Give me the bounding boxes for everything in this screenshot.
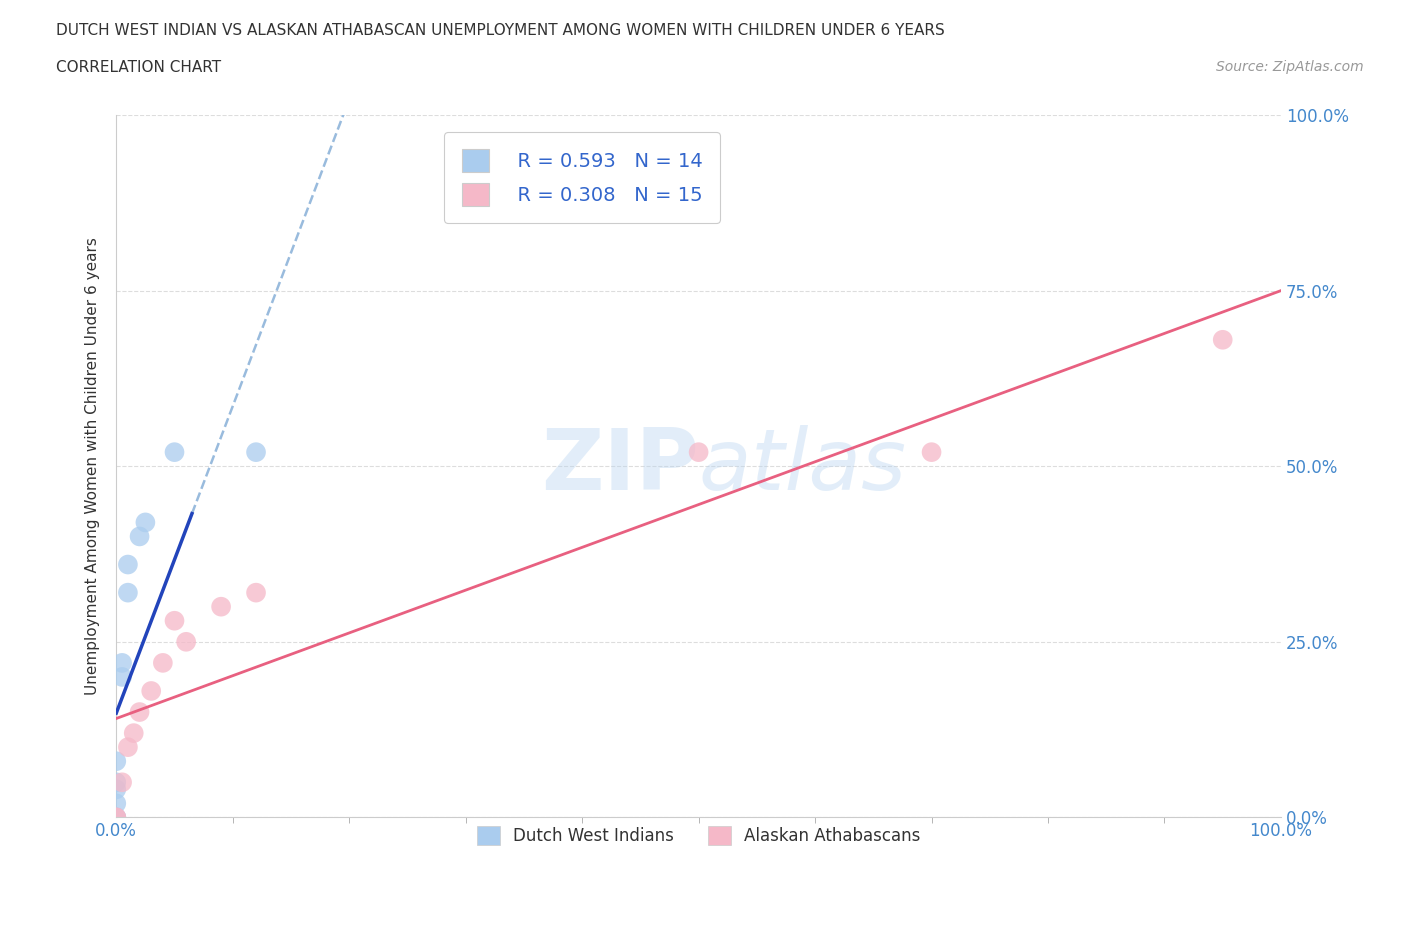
- Point: [174, 634, 197, 649]
- Point: [141, 684, 163, 698]
- Text: ZIP: ZIP: [541, 425, 699, 508]
- Text: atlas: atlas: [699, 425, 907, 508]
- Text: CORRELATION CHART: CORRELATION CHART: [56, 60, 221, 75]
- Point: [117, 557, 139, 572]
- Point: [111, 670, 134, 684]
- Text: DUTCH WEST INDIAN VS ALASKAN ATHABASCAN UNEMPLOYMENT AMONG WOMEN WITH CHILDREN U: DUTCH WEST INDIAN VS ALASKAN ATHABASCAN …: [56, 23, 945, 38]
- Point: [128, 705, 150, 720]
- Point: [105, 810, 128, 825]
- Point: [245, 585, 267, 600]
- Point: [117, 739, 139, 754]
- Point: [134, 515, 156, 530]
- Point: [105, 782, 128, 797]
- Legend: Dutch West Indians, Alaskan Athabascans: Dutch West Indians, Alaskan Athabascans: [464, 812, 934, 858]
- Point: [105, 796, 128, 811]
- Point: [245, 445, 267, 459]
- Point: [1212, 332, 1234, 347]
- Point: [117, 585, 139, 600]
- Point: [105, 754, 128, 769]
- Point: [921, 445, 943, 459]
- Point: [105, 810, 128, 825]
- Point: [163, 613, 186, 628]
- Point: [105, 810, 128, 825]
- Point: [105, 775, 128, 790]
- Point: [111, 656, 134, 671]
- Point: [105, 810, 128, 825]
- Point: [209, 599, 232, 614]
- Point: [152, 656, 174, 671]
- Point: [128, 529, 150, 544]
- Point: [111, 775, 134, 790]
- Y-axis label: Unemployment Among Women with Children Under 6 years: Unemployment Among Women with Children U…: [86, 237, 100, 695]
- Point: [688, 445, 710, 459]
- Text: Source: ZipAtlas.com: Source: ZipAtlas.com: [1216, 60, 1364, 74]
- Point: [163, 445, 186, 459]
- Point: [122, 725, 145, 740]
